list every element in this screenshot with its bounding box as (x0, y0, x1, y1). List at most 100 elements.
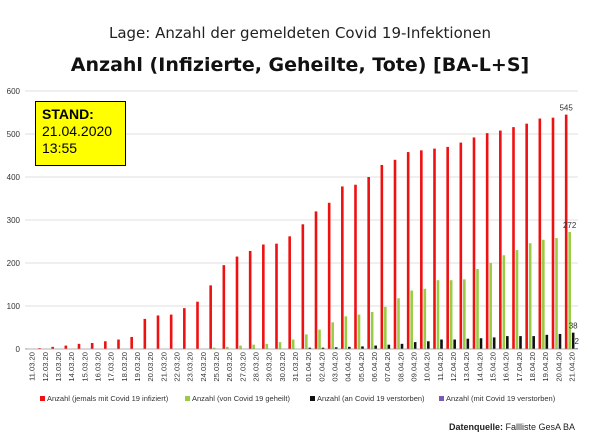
bar-infected (314, 211, 318, 349)
legend-swatch-recovered (185, 396, 190, 401)
x-tick-label: 11.04.20 (436, 352, 445, 381)
bar-infected (38, 348, 41, 349)
bar-recovered (278, 342, 282, 349)
bar-recovered (489, 263, 492, 349)
bar-infected (472, 137, 476, 349)
x-tick-label: 10.04.20 (423, 352, 432, 382)
bar-deceased (413, 342, 417, 349)
stand-time: 13:55 (42, 140, 78, 156)
bar-deceased (545, 334, 549, 349)
bar-recovered (265, 343, 269, 349)
bar-recovered (318, 329, 321, 349)
bar-recovered (515, 250, 519, 349)
stand-box: STAND: 21.04.2020 13:55 (35, 101, 126, 166)
bar-infected (564, 114, 568, 350)
bar-recovered (397, 298, 400, 349)
bar-deceased (374, 345, 377, 349)
x-tick-label: 31.03.20 (291, 352, 300, 382)
bar-infected (459, 142, 463, 349)
bar-deceased (492, 337, 496, 349)
bar-infected (433, 148, 436, 349)
x-tick-label: 21.04.20 (567, 352, 576, 382)
bar-recovered (568, 232, 571, 349)
chart-title: Lage: Anzahl der gemeldeten Covid 19-Inf… (109, 24, 491, 42)
bar-recovered (528, 243, 532, 349)
bar-infected (183, 308, 186, 349)
bar-infected (248, 250, 252, 349)
end-label-deceased: 38 (569, 322, 578, 331)
x-tick-label: 12.04.20 (449, 352, 458, 382)
axes: 0 100 200 300 400 500 600 11.03.20 12.03.20 13.03… (7, 87, 578, 382)
x-tick-label: 26.03.20 (225, 352, 234, 382)
bar-infected (235, 256, 239, 349)
bar-recovered (291, 339, 295, 349)
legend-label-deceased: Anzahl (an Covid 19 verstorben) (317, 394, 425, 403)
bar-infected (393, 159, 397, 349)
bar-infected (117, 339, 120, 349)
x-tick-label: 15.04.20 (488, 352, 497, 382)
bar-recovered (226, 346, 229, 349)
bar-infected (222, 265, 226, 349)
bar-infected (262, 244, 265, 349)
bar-infected (512, 127, 515, 350)
legend-swatch-infected (40, 396, 45, 401)
x-tick-label: 14.03.20 (67, 352, 76, 382)
y-tick-label: 300 (7, 216, 21, 225)
x-tick-label: 14.04.20 (475, 352, 484, 382)
x-tick-label: 04.04.20 (344, 352, 353, 382)
x-tick-label: 29.03.20 (265, 352, 274, 382)
x-tick-label: 24.03.20 (199, 352, 208, 382)
bar-infected (367, 177, 370, 349)
legend: Anzahl (jemals mit Covid 19 infiziert) An… (40, 394, 556, 403)
bar-recovered (212, 347, 216, 349)
bar-recovered (423, 288, 427, 349)
legend-label-infected: Anzahl (jemals mit Covid 19 infiziert) (47, 394, 169, 403)
bar-infected (551, 117, 555, 349)
x-tick-label: 02.04.20 (317, 352, 326, 382)
legend-swatch-with_covid (439, 396, 444, 401)
stand-date: 21.04.2020 (42, 123, 113, 139)
bar-infected (499, 130, 502, 349)
x-tick-label: 27.03.20 (238, 352, 247, 382)
bar-infected (169, 314, 173, 349)
stand-label: STAND: (42, 106, 94, 122)
y-tick-label: 400 (7, 173, 21, 182)
bar-recovered (463, 279, 466, 349)
bar-infected (90, 342, 94, 349)
bar-recovered (384, 306, 387, 349)
bar-deceased (400, 343, 404, 349)
bar-deceased (440, 339, 443, 349)
end-label-with_covid: 2 (574, 337, 579, 346)
bar-recovered (410, 290, 413, 349)
x-tick-label: 25.03.20 (212, 352, 221, 382)
bar-infected (327, 202, 331, 349)
bar-deceased (532, 336, 535, 349)
bar-deceased (466, 338, 470, 349)
bar-recovered (357, 314, 361, 349)
x-tick-label: 13.03.20 (54, 352, 63, 382)
bar-deceased (387, 344, 391, 349)
x-tick-label: 16.04.20 (502, 352, 511, 382)
bar-infected (420, 150, 423, 349)
x-tick-label: 18.04.20 (528, 352, 537, 382)
bar-infected (143, 318, 147, 349)
legend-label-recovered: Anzahl (von Covid 19 geheilt) (192, 394, 290, 403)
legend-label-with_covid: Anzahl (mit Covid 19 verstorben) (446, 394, 556, 403)
bar-infected (77, 343, 81, 349)
bar-recovered (476, 269, 479, 349)
bar-infected (130, 336, 133, 349)
bar-infected (446, 146, 449, 349)
bar-recovered (239, 345, 242, 349)
x-tick-label: 20.04.20 (554, 352, 563, 382)
x-tick-label: 30.03.20 (278, 352, 287, 382)
bar-deceased (334, 347, 338, 349)
bar-deceased (506, 336, 509, 349)
x-tick-label: 13.04.20 (462, 352, 471, 382)
bar-infected (406, 152, 410, 349)
bar-infected (525, 123, 528, 350)
bar-recovered (449, 280, 453, 349)
x-tick-label: 16.03.20 (93, 352, 102, 382)
bar-infected (538, 118, 542, 350)
end-label-recovered: 272 (563, 221, 577, 230)
bar-deceased (479, 338, 483, 349)
